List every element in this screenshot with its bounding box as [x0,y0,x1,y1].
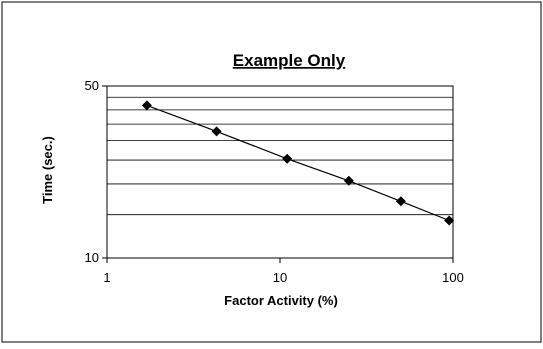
x-tick-labels: 1 10 100 [103,270,463,285]
y-tick-label-50: 50 [85,78,99,93]
x-tick-label-100: 100 [442,270,464,285]
data-point-2 [282,153,293,164]
chart-title: Example Only [233,51,346,70]
y-axis-label: Time (sec.) [40,136,55,204]
data-markers [141,100,455,226]
data-point-1 [211,126,222,137]
data-point-4 [395,196,406,207]
outer-border [1,1,542,343]
x-tick-label-1: 1 [103,270,110,285]
plot-area [106,85,454,259]
x-axis-label: Factor Activity (%) [224,293,338,308]
x-tick-label-10: 10 [273,270,287,285]
grid-lines [102,85,454,263]
y-tick-label-10: 10 [85,250,99,265]
data-point-0 [141,100,152,111]
data-point-5 [444,215,455,226]
data-point-3 [343,175,354,186]
series-line [146,104,450,222]
y-tick-labels: 50 10 [85,78,99,265]
